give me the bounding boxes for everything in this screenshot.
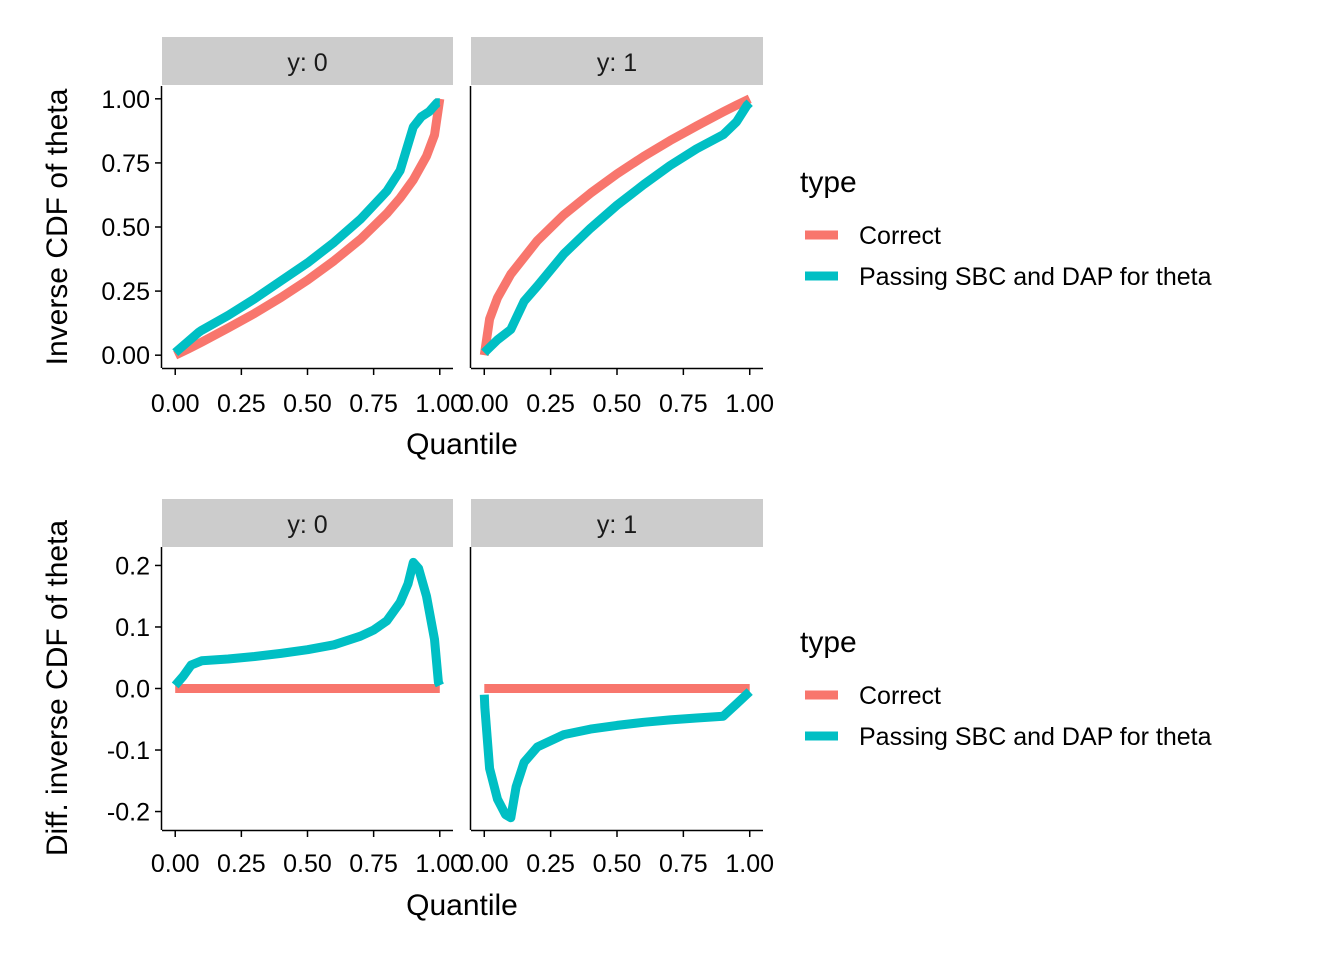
x-tick-label: 0.00 xyxy=(151,850,200,878)
y-tick-label: 0.1 xyxy=(115,614,150,642)
series-line-passing xyxy=(481,99,753,356)
y-tick-label: 1.00 xyxy=(101,86,150,114)
x-tick-label: 0.25 xyxy=(526,850,575,878)
series-line-correct xyxy=(479,94,752,356)
y-tick-label: 0.00 xyxy=(101,342,150,370)
x-tick-label: 0.25 xyxy=(217,390,266,418)
x-tick-label: 1.00 xyxy=(415,390,464,418)
x-tick-label: 0.00 xyxy=(151,390,200,418)
y-axis-title: Diff. inverse CDF of theta xyxy=(41,520,74,857)
facet-strip-label: y: 1 xyxy=(597,511,637,539)
x-tick-label: 0.25 xyxy=(217,850,266,878)
x-tick-label: 0.75 xyxy=(659,850,708,878)
x-tick-label: 0.00 xyxy=(460,850,509,878)
y-tick-label: 0.0 xyxy=(115,676,150,704)
facet-strip xyxy=(471,37,763,85)
chart-row-2: y: 0 0.00 0.25 0.50 0.75 1.00 -0.2 -0.1 0.0 0.1 0.… xyxy=(41,499,1212,922)
facet-panel-1-1: y: 0 0.00 0.25 0.50 0.75 1.00 0.00 0.25 0.50 0.75… xyxy=(101,37,464,418)
x-tick-label: 0.50 xyxy=(283,850,332,878)
x-tick-label: 0.50 xyxy=(593,850,642,878)
x-tick-label: 0.75 xyxy=(349,850,398,878)
x-tick-label: 0.75 xyxy=(349,390,398,418)
series-line-passing xyxy=(479,688,753,823)
legend-label-passing: Passing SBC and DAP for theta xyxy=(859,263,1212,291)
facet-strip-label: y: 0 xyxy=(287,49,327,77)
facet-strip-label: y: 1 xyxy=(597,49,637,77)
legend-label-correct: Correct xyxy=(859,682,941,710)
y-tick-label: -0.2 xyxy=(107,799,150,827)
facet-strip xyxy=(162,37,453,85)
series-line-correct xyxy=(173,98,445,360)
legend-title: type xyxy=(800,166,857,199)
facet-panel-1-2: y: 1 0.00 0.25 0.50 0.75 1.00 xyxy=(460,37,774,418)
facet-strip xyxy=(471,499,763,547)
y-tick-label: -0.1 xyxy=(107,737,150,765)
x-tick-label: 0.50 xyxy=(283,390,332,418)
x-tick-label: 1.00 xyxy=(415,850,464,878)
chart-row-1: y: 00.00 0.25 0.50 0.75 1.000.000.250.500.75… xyxy=(41,37,1212,461)
y-axis-title: Inverse CDF of theta xyxy=(41,88,74,365)
legend-label-correct: Correct xyxy=(859,222,941,250)
legend-title: type xyxy=(800,626,857,659)
x-tick-label: 0.00 xyxy=(460,390,509,418)
x-tick-label: 0.25 xyxy=(526,390,575,418)
facet-panel-2-1: y: 0 0.00 0.25 0.50 0.75 1.00 -0.2 -0.1 0.0 0.1 0.… xyxy=(107,499,464,878)
y-tick-label: 0.75 xyxy=(101,150,150,178)
y-tick-label: 0.25 xyxy=(101,278,150,306)
x-tick-label: 0.75 xyxy=(659,390,708,418)
facet-strip xyxy=(162,499,453,547)
series-line-passing xyxy=(171,557,444,689)
x-tick-label: 1.00 xyxy=(725,390,774,418)
x-tick-label: 0.50 xyxy=(593,390,642,418)
x-tick-label: 1.00 xyxy=(725,850,774,878)
facet-panel-2-2: y: 1 0.00 0.25 0.50 0.75 1.00 xyxy=(460,499,774,878)
legend-label-passing: Passing SBC and DAP for theta xyxy=(859,723,1212,751)
x-axis-title: Quantile xyxy=(406,428,518,461)
y-tick-label: 0.50 xyxy=(101,214,150,242)
x-axis-title: Quantile xyxy=(406,889,518,922)
series-line-passing xyxy=(172,98,442,357)
y-tick-label: 0.2 xyxy=(115,552,150,580)
facet-strip-label: y: 0 xyxy=(287,511,327,539)
